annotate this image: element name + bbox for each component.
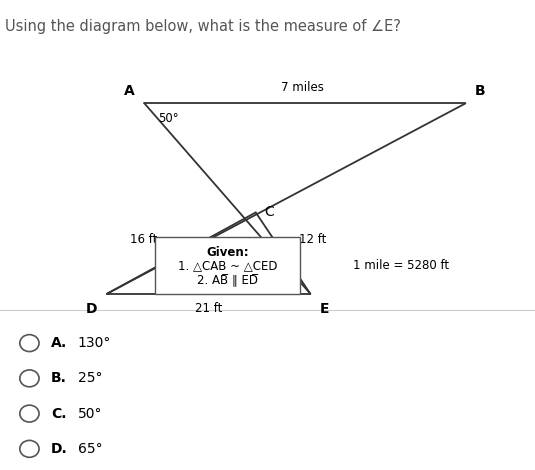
Text: 1 mile = 5280 ft: 1 mile = 5280 ft <box>353 259 449 272</box>
Text: 7 miles: 7 miles <box>281 81 324 94</box>
Text: B: B <box>475 84 486 98</box>
Text: 16 ft: 16 ft <box>131 233 158 246</box>
Text: 2. AB̅ ∥ ED̅: 2. AB̅ ∥ ED̅ <box>197 274 258 288</box>
Text: D: D <box>86 302 97 316</box>
Text: 12 ft: 12 ft <box>299 233 326 246</box>
Text: 50°: 50° <box>78 407 102 421</box>
Text: 25°: 25° <box>78 371 102 385</box>
FancyBboxPatch shape <box>155 237 300 294</box>
Text: C.: C. <box>51 407 66 421</box>
Text: C: C <box>264 205 273 219</box>
Text: 21 ft: 21 ft <box>195 302 223 315</box>
Text: Given:: Given: <box>206 246 249 259</box>
Text: 50°: 50° <box>158 112 179 125</box>
Text: 1. △CAB ~ △CED: 1. △CAB ~ △CED <box>178 259 277 273</box>
Text: 130°: 130° <box>78 336 111 350</box>
Text: E: E <box>320 302 330 316</box>
Text: D.: D. <box>51 442 67 456</box>
Text: A.: A. <box>51 336 67 350</box>
Text: Using the diagram below, what is the measure of ∠E?: Using the diagram below, what is the mea… <box>5 19 401 34</box>
Text: A: A <box>124 84 135 98</box>
Text: 65°: 65° <box>78 442 102 456</box>
Text: B.: B. <box>51 371 67 385</box>
